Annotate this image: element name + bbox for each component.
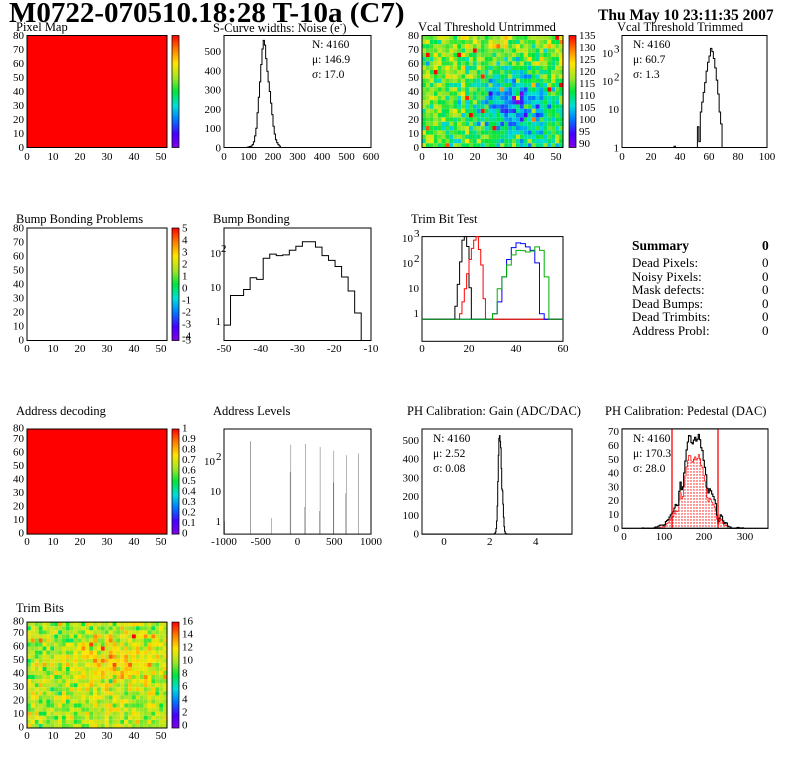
svg-text:0: 0	[24, 730, 30, 742]
svg-text:40: 40	[129, 730, 141, 742]
svg-text:8: 8	[182, 668, 188, 680]
svg-text:16: 16	[182, 616, 194, 628]
svg-text:30: 30	[102, 730, 114, 742]
svg-text:50: 50	[13, 654, 25, 666]
svg-text:10: 10	[48, 730, 60, 742]
svg-text:70: 70	[13, 627, 25, 639]
svg-text:40: 40	[13, 668, 25, 680]
svg-text:12: 12	[182, 642, 193, 654]
svg-text:6: 6	[182, 681, 188, 693]
svg-text:4: 4	[182, 694, 188, 706]
svg-text:60: 60	[13, 641, 25, 653]
svg-text:20: 20	[75, 730, 87, 742]
svg-text:14: 14	[182, 629, 194, 641]
svg-text:10: 10	[13, 708, 25, 720]
svg-text:80: 80	[13, 616, 25, 628]
svg-text:10: 10	[182, 655, 194, 667]
svg-text:2: 2	[182, 707, 188, 719]
svg-text:20: 20	[13, 695, 25, 707]
svg-text:0: 0	[182, 720, 188, 732]
svg-text:50: 50	[156, 730, 168, 742]
svg-text:30: 30	[13, 681, 25, 693]
